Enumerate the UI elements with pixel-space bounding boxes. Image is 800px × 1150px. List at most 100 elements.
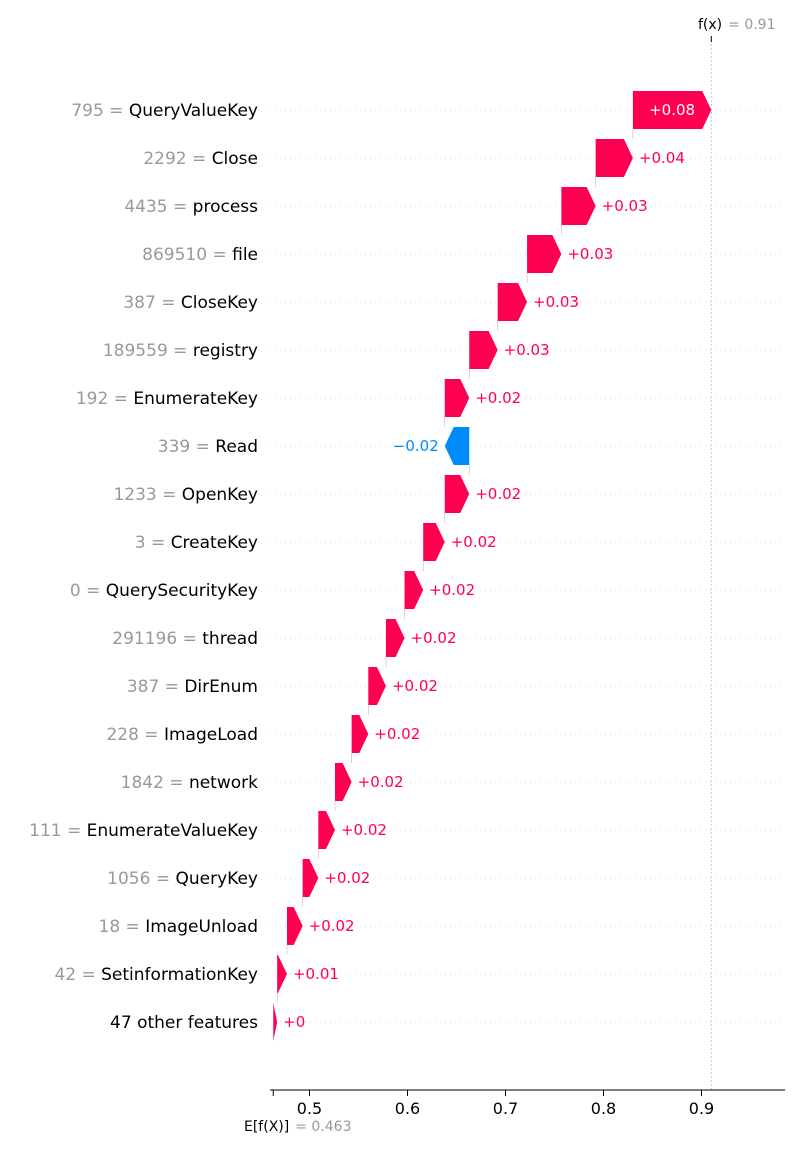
feature-name: QuerySecurityKey	[106, 581, 258, 601]
feature-value: 192	[76, 389, 108, 409]
contribution-label: +0.02	[374, 725, 420, 743]
feature-label: 1842 = network	[121, 773, 259, 793]
feature-name: QueryValueKey	[129, 101, 258, 121]
contribution-label: +0.02	[411, 629, 457, 647]
feature-name: QueryKey	[176, 869, 259, 889]
feature-name: ImageLoad	[164, 725, 258, 745]
contribution-label: +0.01	[293, 965, 339, 983]
feature-bar	[273, 1003, 278, 1041]
x-tick-label: 0.8	[591, 1099, 616, 1118]
feature-bar	[368, 667, 386, 705]
feature-value: 795	[71, 101, 103, 121]
feature-name: ImageUnload	[145, 917, 258, 937]
feature-value: 18	[99, 917, 121, 937]
feature-label: 47 other features	[110, 1013, 258, 1033]
feature-label: 4435 = process	[124, 197, 258, 217]
equals-sign: =	[81, 581, 106, 601]
contribution-label: +0.02	[324, 869, 370, 887]
feature-name: CloseKey	[181, 293, 258, 313]
feature-labels: 795 = QueryValueKey 2292 = Close 4435 = pr…	[29, 101, 258, 1033]
feature-name: DirEnum	[184, 677, 258, 697]
feature-label: 3 = CreateKey	[135, 533, 258, 553]
contribution-label: +0	[283, 1013, 305, 1031]
feature-label: 387 = DirEnum	[127, 677, 258, 697]
output-annotation: f(x) = 0.91	[698, 17, 776, 42]
contribution-label: +0.08	[649, 101, 695, 119]
feature-value: 4435	[124, 197, 167, 217]
feature-value: 387	[123, 293, 155, 313]
feature-label: 2292 = Close	[143, 149, 258, 169]
equals-sign: =	[207, 245, 232, 265]
feature-label: 192 = EnumerateKey	[76, 389, 258, 409]
feature-value: 1056	[107, 869, 150, 889]
feature-name: Close	[212, 149, 258, 169]
feature-value: 1233	[113, 485, 156, 505]
feature-label: 0 = QuerySecurityKey	[70, 581, 258, 601]
feature-name: file	[232, 245, 258, 265]
x-axis: 0.5 0.6 0.7 0.8 0.9 E[f(X)] = 0.463	[244, 1089, 785, 1135]
feature-bar	[286, 907, 303, 945]
contribution-label: +0.03	[533, 293, 579, 311]
feature-value: 869510	[142, 245, 207, 265]
equals-sign: =	[150, 869, 175, 889]
feature-bar	[351, 715, 369, 753]
contribution-label: −0.02	[393, 437, 439, 455]
equals-sign: =	[187, 149, 212, 169]
equals-sign: =	[146, 533, 171, 553]
x-tick-label: 0.5	[297, 1099, 322, 1118]
feature-value: 0	[70, 581, 81, 601]
feature-bar	[302, 859, 319, 897]
equals-sign: =	[120, 917, 145, 937]
feature-label: 18 = ImageUnload	[99, 917, 259, 937]
feature-bar	[444, 427, 470, 465]
equals-sign: =	[168, 341, 193, 361]
feature-label: 1233 = OpenKey	[113, 485, 258, 505]
equals-sign: =	[104, 101, 129, 121]
feature-value: 228	[106, 725, 138, 745]
feature-label: 111 = EnumerateValueKey	[29, 821, 258, 841]
contribution-label: +0.02	[358, 773, 404, 791]
feature-bar	[469, 331, 498, 369]
feature-label: 387 = CloseKey	[123, 293, 258, 313]
feature-value: 111	[29, 821, 61, 841]
fx-name: f(x)	[698, 17, 722, 33]
equals-sign: =	[164, 773, 189, 793]
feature-name: EnumerateValueKey	[87, 821, 258, 841]
contribution-label: +0.03	[504, 341, 550, 359]
feature-label: 189559 = registry	[103, 341, 258, 361]
feature-bar	[318, 811, 335, 849]
feature-label: 795 = QueryValueKey	[71, 101, 258, 121]
contribution-label: +0.04	[639, 149, 685, 167]
base-value-name: E[f(X)]	[244, 1119, 289, 1135]
feature-value: 339	[158, 437, 190, 457]
feature-bar	[595, 139, 633, 177]
feature-bar	[444, 475, 470, 513]
contribution-label: +0.02	[475, 389, 521, 407]
feature-name: registry	[193, 341, 258, 361]
equals-sign: =	[139, 725, 164, 745]
feature-name: network	[189, 773, 258, 793]
feature-label: 42 = SetinformationKey	[54, 965, 258, 985]
equals-sign: =	[76, 965, 101, 985]
fx-number: = 0.91	[728, 17, 775, 33]
feature-bar	[423, 523, 445, 561]
feature-value: 1842	[121, 773, 164, 793]
feature-name: thread	[202, 629, 258, 649]
feature-name: Read	[215, 437, 258, 457]
feature-bars: +0.08 +0.04 +0.03 +0.03 +0.03 +0.03 +0.02 −0.02…	[273, 91, 712, 1041]
feature-name: EnumerateKey	[133, 389, 258, 409]
feature-bar	[277, 955, 287, 993]
contribution-label: +0.02	[451, 533, 497, 551]
row-gridlines	[270, 40, 785, 1090]
equals-sign: =	[177, 629, 202, 649]
contribution-label: +0.02	[392, 677, 438, 695]
fx-label: f(x) = 0.91	[698, 17, 776, 33]
equals-sign: =	[190, 437, 215, 457]
contribution-label: +0.02	[309, 917, 355, 935]
feature-value: 291196	[112, 629, 177, 649]
contribution-label: +0.02	[429, 581, 475, 599]
feature-bar	[385, 619, 405, 657]
feature-value: 2292	[143, 149, 186, 169]
feature-name: CreateKey	[171, 533, 258, 553]
equals-sign: =	[157, 485, 182, 505]
